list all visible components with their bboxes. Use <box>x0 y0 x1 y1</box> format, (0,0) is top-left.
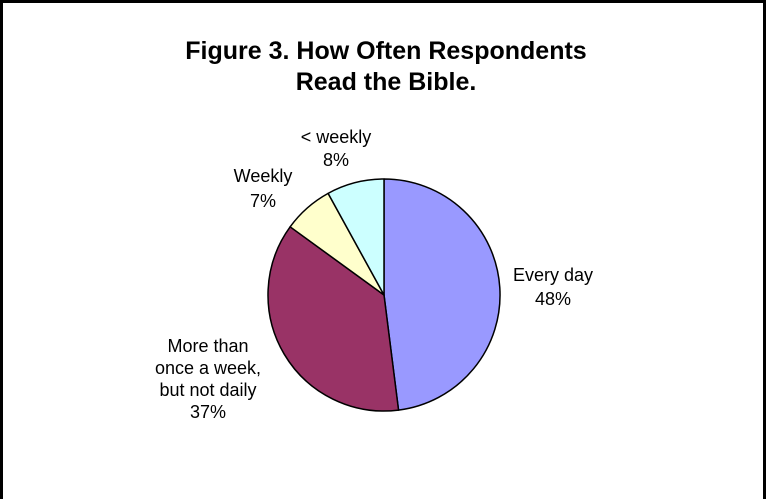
slice-label-less-than-weekly-name: < weekly <box>300 127 372 147</box>
pie-slice-less-than-weekly <box>327 178 385 296</box>
slice-label-every-day-value: 48% <box>534 289 572 309</box>
slice-label-more-than-once-line-1: More than <box>167 336 249 356</box>
chart-title-line-1: Figure 3. How Often Respondents <box>185 37 587 65</box>
slice-label-more-than-once-line-3: but not daily <box>159 380 257 400</box>
chart-title-line-2: Read the Bible. <box>295 68 477 96</box>
slice-label-less-than-weekly: < weekly 8% <box>291 127 381 171</box>
slice-label-weekly-name: Weekly <box>233 166 293 186</box>
pie-chart <box>267 178 501 412</box>
slice-label-more-than-once-value: 37% <box>189 402 227 422</box>
slice-label-every-day: Every day 48% <box>498 265 608 310</box>
slice-label-every-day-name: Every day <box>512 265 594 285</box>
slice-label-weekly-value: 7% <box>249 191 276 211</box>
slice-label-weekly: Weekly 7% <box>228 166 298 212</box>
pie-slice-more-than-once <box>267 226 400 412</box>
slice-label-more-than-once-line-2: once a week, <box>154 358 262 378</box>
slice-label-less-than-weekly-value: 8% <box>322 150 349 170</box>
slice-label-more-than-once: More than once a week, but not daily 37% <box>138 335 278 423</box>
pie-slices <box>267 178 501 412</box>
pie-slice-every-day <box>383 178 501 411</box>
